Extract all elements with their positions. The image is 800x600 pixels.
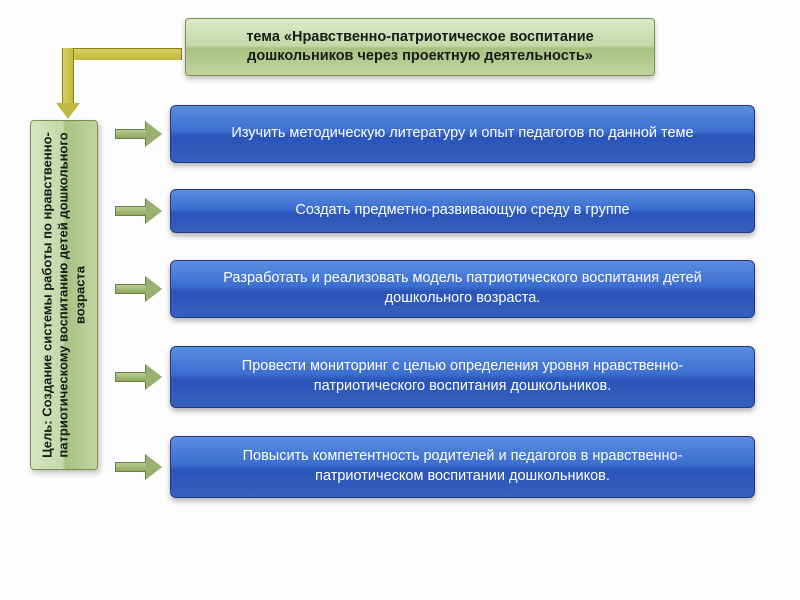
topic-text: тема «Нравственно-патриотическое воспита… — [196, 28, 644, 66]
task-arrow-icon — [115, 365, 163, 389]
task-text: Повысить компетентность родителей и педа… — [189, 447, 736, 486]
task-text: Создать предметно-развивающую среду в гр… — [295, 201, 629, 221]
task-text: Разработать и реализовать модель патриот… — [189, 269, 736, 308]
task-box: Провести мониторинг с целью определения … — [170, 346, 755, 408]
task-box: Создать предметно-развивающую среду в гр… — [170, 189, 755, 233]
task-arrow-icon — [115, 455, 163, 479]
topic-box: тема «Нравственно-патриотическое воспита… — [185, 18, 655, 76]
goal-box: Цель: Создание системы работы по нравств… — [30, 120, 98, 470]
task-text: Провести мониторинг с целью определения … — [189, 357, 736, 396]
task-text: Изучить методическую литературу и опыт п… — [231, 124, 693, 144]
task-box: Повысить компетентность родителей и педа… — [170, 436, 755, 498]
task-arrow-icon — [115, 122, 163, 146]
task-box: Разработать и реализовать модель патриот… — [170, 260, 755, 318]
task-arrow-icon — [115, 277, 163, 301]
task-arrow-icon — [115, 199, 163, 223]
goal-text: Цель: Создание системы работы по нравств… — [40, 125, 89, 465]
task-box: Изучить методическую литературу и опыт п… — [170, 105, 755, 163]
